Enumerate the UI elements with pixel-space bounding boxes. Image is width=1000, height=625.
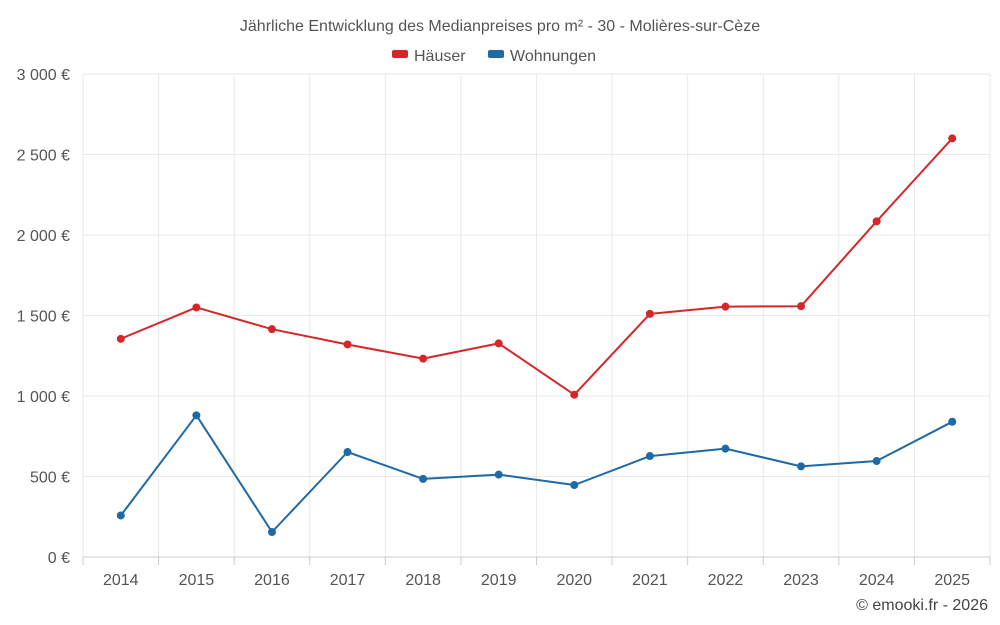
data-point-haeuser[interactable] bbox=[721, 302, 730, 311]
y-tick-label: 2 000 € bbox=[17, 228, 70, 245]
series-line-wohnungen bbox=[120, 414, 953, 533]
x-tick-label: 2018 bbox=[405, 572, 441, 589]
series-line-haeuser bbox=[120, 137, 953, 396]
data-point-wohnungen[interactable] bbox=[116, 511, 125, 520]
data-point-wohnungen[interactable] bbox=[267, 528, 276, 537]
data-point-wohnungen[interactable] bbox=[419, 474, 428, 483]
credit-text: © emooki.fr - 2026 bbox=[856, 597, 988, 614]
series-wohnungen bbox=[116, 411, 957, 537]
legend-swatch-wohnungen bbox=[488, 50, 504, 58]
data-point-wohnungen[interactable] bbox=[343, 448, 352, 457]
gridlines bbox=[82, 73, 991, 557]
data-point-haeuser[interactable] bbox=[570, 390, 579, 399]
x-tick-label: 2017 bbox=[330, 572, 366, 589]
x-tick-label: 2020 bbox=[556, 572, 592, 589]
y-tick-label: 1 000 € bbox=[17, 389, 70, 406]
legend-swatch-haeuser bbox=[392, 50, 408, 58]
data-point-haeuser[interactable] bbox=[267, 325, 276, 334]
data-point-wohnungen[interactable] bbox=[192, 411, 201, 420]
y-tick-label: 0 € bbox=[48, 550, 70, 567]
legend-item-haeuser[interactable]: Häuser bbox=[392, 48, 466, 65]
data-point-wohnungen[interactable] bbox=[494, 470, 503, 479]
data-point-wohnungen[interactable] bbox=[645, 452, 654, 461]
series-haeuser bbox=[116, 134, 957, 399]
data-point-haeuser[interactable] bbox=[419, 354, 428, 363]
x-tick-label: 2015 bbox=[179, 572, 215, 589]
x-tick-label: 2024 bbox=[859, 572, 895, 589]
data-point-haeuser[interactable] bbox=[116, 334, 125, 343]
y-tick-label: 2 500 € bbox=[17, 148, 70, 165]
y-tick-label: 500 € bbox=[30, 470, 70, 487]
data-point-haeuser[interactable] bbox=[192, 303, 201, 312]
data-point-wohnungen[interactable] bbox=[570, 481, 579, 490]
chart-title: Jährliche Entwicklung des Medianpreises … bbox=[240, 18, 760, 35]
axes: 0 € 500 € 1 000 € 1 500 € 2 000 € 2 500 € 3 00… bbox=[17, 67, 991, 589]
y-tick-label: 3 000 € bbox=[17, 67, 70, 84]
x-tick-label: 2023 bbox=[783, 572, 819, 589]
x-tick-label: 2022 bbox=[708, 572, 744, 589]
data-point-haeuser[interactable] bbox=[343, 340, 352, 349]
data-point-haeuser[interactable] bbox=[797, 302, 806, 311]
series bbox=[116, 134, 957, 537]
y-tick-label: 1 500 € bbox=[17, 309, 70, 326]
legend-item-wohnungen[interactable]: Wohnungen bbox=[488, 48, 596, 65]
x-tick-label: 2021 bbox=[632, 572, 668, 589]
legend-label-wohnungen: Wohnungen bbox=[510, 48, 596, 65]
legend: Häuser Wohnungen bbox=[392, 48, 596, 65]
data-point-haeuser[interactable] bbox=[948, 134, 957, 143]
data-point-haeuser[interactable] bbox=[494, 339, 503, 348]
data-point-haeuser[interactable] bbox=[872, 217, 881, 226]
x-tick-label: 2019 bbox=[481, 572, 517, 589]
x-tick-label: 2014 bbox=[103, 572, 139, 589]
data-point-wohnungen[interactable] bbox=[721, 444, 730, 453]
data-point-haeuser[interactable] bbox=[645, 309, 654, 318]
legend-label-haeuser: Häuser bbox=[414, 48, 466, 65]
data-point-wohnungen[interactable] bbox=[872, 457, 881, 466]
x-tick-label: 2025 bbox=[934, 572, 970, 589]
x-tick-label: 2016 bbox=[254, 572, 290, 589]
data-point-wohnungen[interactable] bbox=[948, 417, 957, 426]
data-point-wohnungen[interactable] bbox=[797, 462, 806, 471]
